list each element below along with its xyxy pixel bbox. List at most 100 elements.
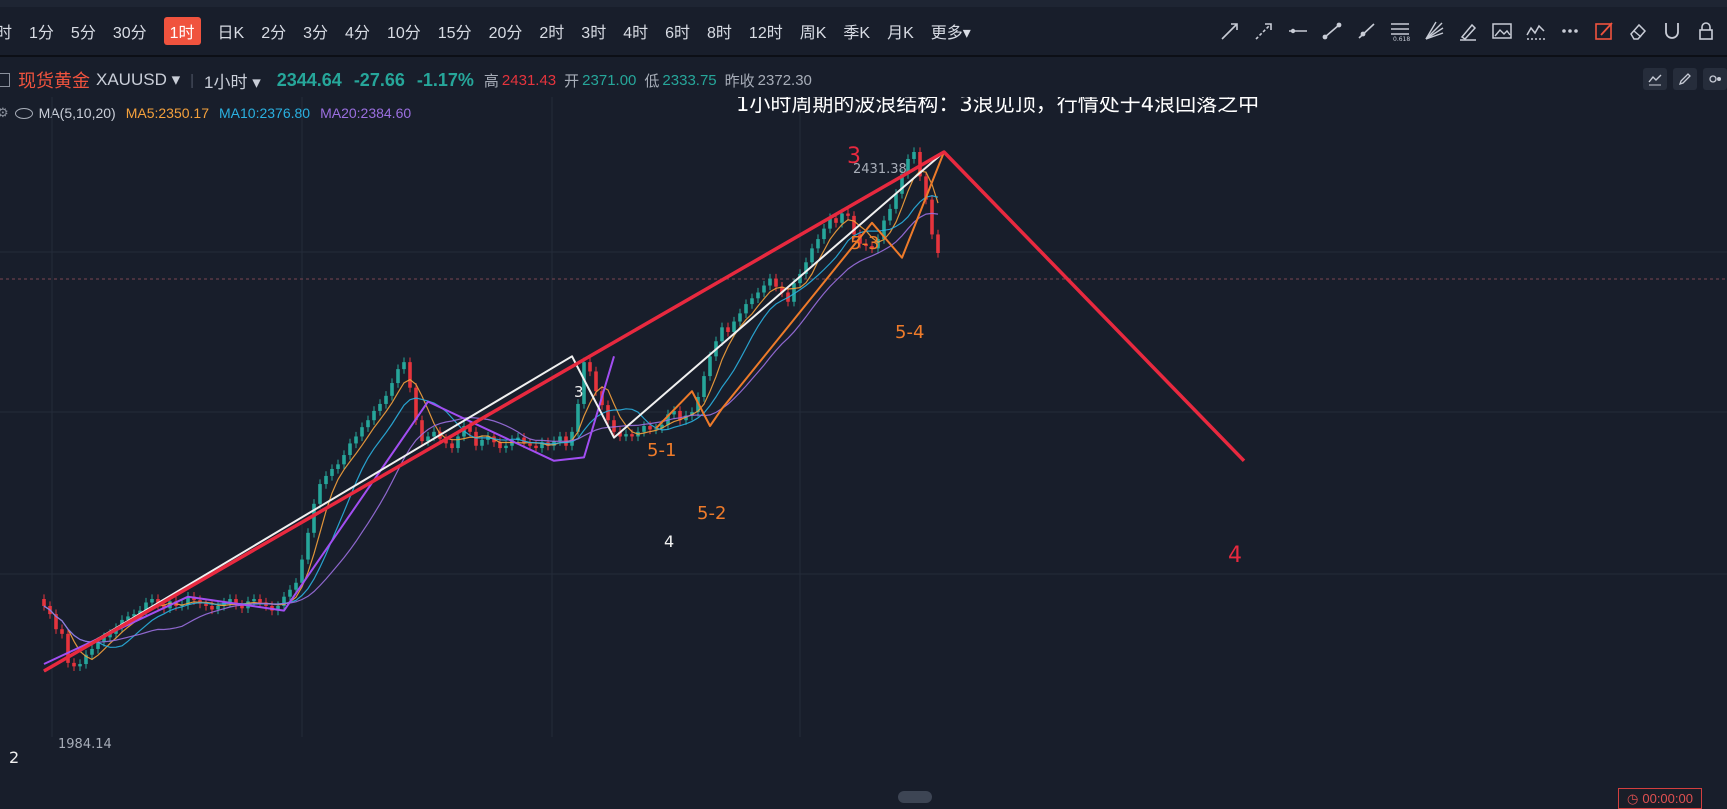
wave-label-7: 5-3 bbox=[850, 233, 879, 254]
period-4[interactable]: 1时 bbox=[163, 17, 201, 45]
candle-body bbox=[660, 424, 664, 429]
symbol-name[interactable]: 现货黄金 bbox=[18, 71, 90, 91]
candle-body bbox=[336, 464, 340, 469]
period-13[interactable]: 3时 bbox=[581, 25, 607, 42]
gear-icon[interactable]: ⚙ bbox=[0, 105, 9, 120]
candle-body bbox=[234, 599, 238, 605]
candle-body bbox=[864, 243, 868, 247]
period-6[interactable]: 2分 bbox=[261, 25, 287, 42]
candle-body bbox=[402, 362, 406, 370]
candle-body bbox=[450, 443, 454, 449]
period-9[interactable]: 10分 bbox=[386, 25, 421, 42]
period-21[interactable]: 更多▾ bbox=[930, 25, 971, 42]
lock-icon[interactable] bbox=[1689, 16, 1723, 46]
candle-body bbox=[612, 420, 616, 432]
candle-body bbox=[624, 434, 628, 437]
brush-tool-icon[interactable] bbox=[1451, 16, 1485, 46]
wave-label-5: 5-1 bbox=[647, 440, 676, 461]
candle-body bbox=[936, 234, 940, 254]
period-0[interactable]: 时 bbox=[0, 25, 13, 42]
period-10[interactable]: 15分 bbox=[437, 25, 472, 42]
more-tools-icon[interactable] bbox=[1553, 16, 1587, 46]
candle-body bbox=[342, 455, 346, 465]
period-19[interactable]: 季K bbox=[843, 25, 871, 42]
wave-tool-icon[interactable] bbox=[1519, 16, 1553, 46]
candle-body bbox=[420, 420, 424, 442]
period-17[interactable]: 12时 bbox=[748, 25, 783, 42]
candle-body bbox=[186, 596, 190, 605]
price-chart[interactable]: 3 4 3 4 2 5-1 5-2 5-3 5-4 1小时周期的波浪结构：3浪见顶，行情处于4浪… bbox=[0, 97, 1727, 807]
period-5[interactable]: 日K bbox=[217, 25, 245, 42]
candle-body bbox=[810, 248, 814, 263]
eraser-icon[interactable] bbox=[1621, 16, 1655, 46]
chart-title: 1小时周期的波浪结构：3浪见顶，行情处于4浪回落之中 bbox=[736, 97, 1259, 116]
period-20[interactable]: 月K bbox=[887, 25, 914, 42]
candle-body bbox=[54, 614, 58, 630]
candle-body bbox=[816, 239, 820, 249]
symbol-code[interactable]: XAUUSD ▾ bbox=[96, 70, 181, 89]
candle-body bbox=[576, 403, 580, 432]
scroll-thumb[interactable] bbox=[898, 791, 932, 803]
candle-body bbox=[690, 412, 694, 416]
arrow-tool-icon[interactable] bbox=[1213, 16, 1247, 46]
interval-select[interactable]: 1小时 ▾ bbox=[204, 72, 261, 92]
dashed-arrow-tool-icon[interactable] bbox=[1247, 16, 1281, 46]
candle-body bbox=[534, 445, 538, 449]
settings-icon[interactable] bbox=[1703, 68, 1727, 90]
symbol-icon[interactable] bbox=[0, 73, 10, 87]
period-1[interactable]: 1分 bbox=[29, 25, 54, 42]
indicator-icon[interactable] bbox=[1643, 68, 1667, 90]
candle-body bbox=[366, 420, 370, 428]
candle-body bbox=[252, 599, 256, 602]
period-3[interactable]: 30分 bbox=[112, 25, 147, 42]
orange-wave-line bbox=[655, 151, 945, 429]
fibonacci-tool-icon[interactable]: 0.618 bbox=[1383, 16, 1417, 46]
period-2[interactable]: 5分 bbox=[70, 25, 96, 42]
image-tool-icon[interactable] bbox=[1485, 16, 1519, 46]
period-18[interactable]: 周K bbox=[799, 25, 827, 42]
horizontal-line-tool-icon[interactable] bbox=[1281, 16, 1315, 46]
candle-body bbox=[798, 273, 802, 284]
pencil-icon[interactable] bbox=[1673, 68, 1697, 90]
wave-label-8: 5-4 bbox=[895, 322, 924, 343]
ray-tool-icon[interactable] bbox=[1349, 16, 1383, 46]
period-7[interactable]: 3分 bbox=[303, 25, 329, 42]
period-16[interactable]: 8时 bbox=[707, 25, 732, 42]
segment-tool-icon[interactable] bbox=[1315, 16, 1349, 46]
candle-body bbox=[288, 589, 292, 597]
period-15[interactable]: 6时 bbox=[665, 25, 691, 42]
candle-body bbox=[804, 262, 808, 274]
eye-icon[interactable] bbox=[14, 107, 33, 119]
candle-body bbox=[726, 327, 730, 332]
candle-body bbox=[294, 582, 298, 590]
period-14[interactable]: 4时 bbox=[623, 25, 649, 42]
candle-body bbox=[360, 427, 364, 437]
wave-lines bbox=[43, 150, 1246, 673]
candle-body bbox=[408, 362, 412, 388]
candle-body bbox=[66, 633, 70, 663]
period-8[interactable]: 4分 bbox=[345, 25, 370, 42]
price-change-pct: -1.17% bbox=[416, 69, 474, 90]
low-price-label: 1984.14 bbox=[58, 737, 112, 752]
symbol-info-bar: 现货黄金 XAUUSD ▾ | 1小时 ▾ 2344.64 -27.66 -1.… bbox=[0, 63, 1727, 97]
fan-tool-icon[interactable] bbox=[1417, 16, 1451, 46]
magnet-icon[interactable] bbox=[1655, 16, 1689, 46]
candle-body bbox=[216, 605, 220, 610]
candle-body bbox=[480, 439, 484, 446]
wave-label-3: 4 bbox=[664, 532, 674, 551]
candle-body bbox=[672, 410, 676, 415]
candle-body bbox=[348, 443, 352, 456]
candle-body bbox=[756, 292, 760, 299]
period-11[interactable]: 20分 bbox=[488, 25, 523, 42]
candle-body bbox=[468, 426, 472, 432]
period-12[interactable]: 2时 bbox=[539, 25, 565, 42]
candle-body bbox=[396, 369, 400, 384]
draw-mode-icon[interactable] bbox=[1587, 16, 1621, 46]
wave-labels: 3 4 3 4 2 5-1 5-2 5-3 5-4 bbox=[9, 144, 1242, 767]
candle-body bbox=[108, 633, 112, 638]
candle-body bbox=[282, 596, 286, 606]
candle-body bbox=[378, 403, 382, 411]
candle-body bbox=[828, 218, 832, 229]
candle-body bbox=[90, 648, 94, 655]
candle-body bbox=[792, 283, 796, 302]
